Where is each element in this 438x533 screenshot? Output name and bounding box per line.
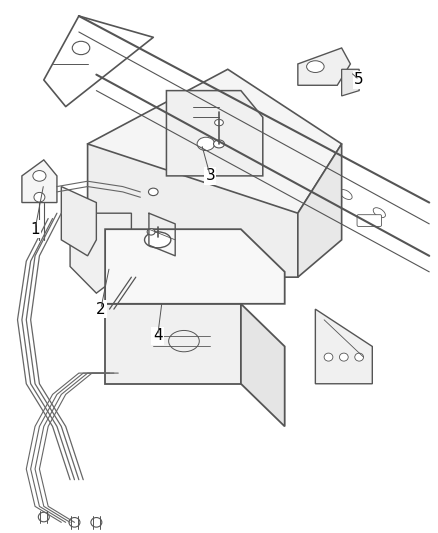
Ellipse shape (324, 353, 333, 361)
Ellipse shape (373, 208, 385, 217)
Ellipse shape (340, 190, 352, 199)
Ellipse shape (169, 330, 199, 352)
Ellipse shape (69, 518, 80, 527)
Polygon shape (298, 144, 342, 277)
Ellipse shape (33, 171, 46, 181)
Ellipse shape (307, 61, 324, 72)
Polygon shape (70, 213, 131, 293)
Polygon shape (105, 229, 285, 304)
Ellipse shape (257, 144, 269, 154)
FancyBboxPatch shape (357, 215, 381, 227)
Text: 4: 4 (153, 328, 162, 343)
Ellipse shape (34, 192, 45, 202)
Ellipse shape (197, 137, 215, 151)
Polygon shape (315, 309, 372, 384)
Text: 2: 2 (96, 302, 106, 317)
Ellipse shape (207, 117, 219, 127)
Ellipse shape (355, 353, 364, 361)
Ellipse shape (145, 232, 171, 248)
Polygon shape (88, 144, 298, 277)
Polygon shape (105, 304, 241, 384)
Ellipse shape (215, 119, 223, 126)
Text: 1: 1 (30, 222, 40, 237)
Polygon shape (22, 160, 57, 203)
Polygon shape (241, 304, 285, 426)
Text: 3: 3 (205, 168, 215, 183)
Polygon shape (61, 187, 96, 256)
Polygon shape (298, 48, 350, 85)
Ellipse shape (147, 229, 155, 235)
Ellipse shape (39, 512, 49, 522)
Ellipse shape (339, 353, 348, 361)
Ellipse shape (214, 140, 224, 148)
Ellipse shape (148, 188, 158, 196)
Polygon shape (342, 69, 359, 96)
Polygon shape (88, 69, 342, 224)
FancyBboxPatch shape (267, 166, 292, 177)
Ellipse shape (307, 172, 319, 181)
Polygon shape (166, 91, 263, 176)
Ellipse shape (72, 41, 90, 55)
Text: 5: 5 (354, 72, 364, 87)
FancyBboxPatch shape (317, 193, 342, 205)
Ellipse shape (91, 518, 102, 527)
